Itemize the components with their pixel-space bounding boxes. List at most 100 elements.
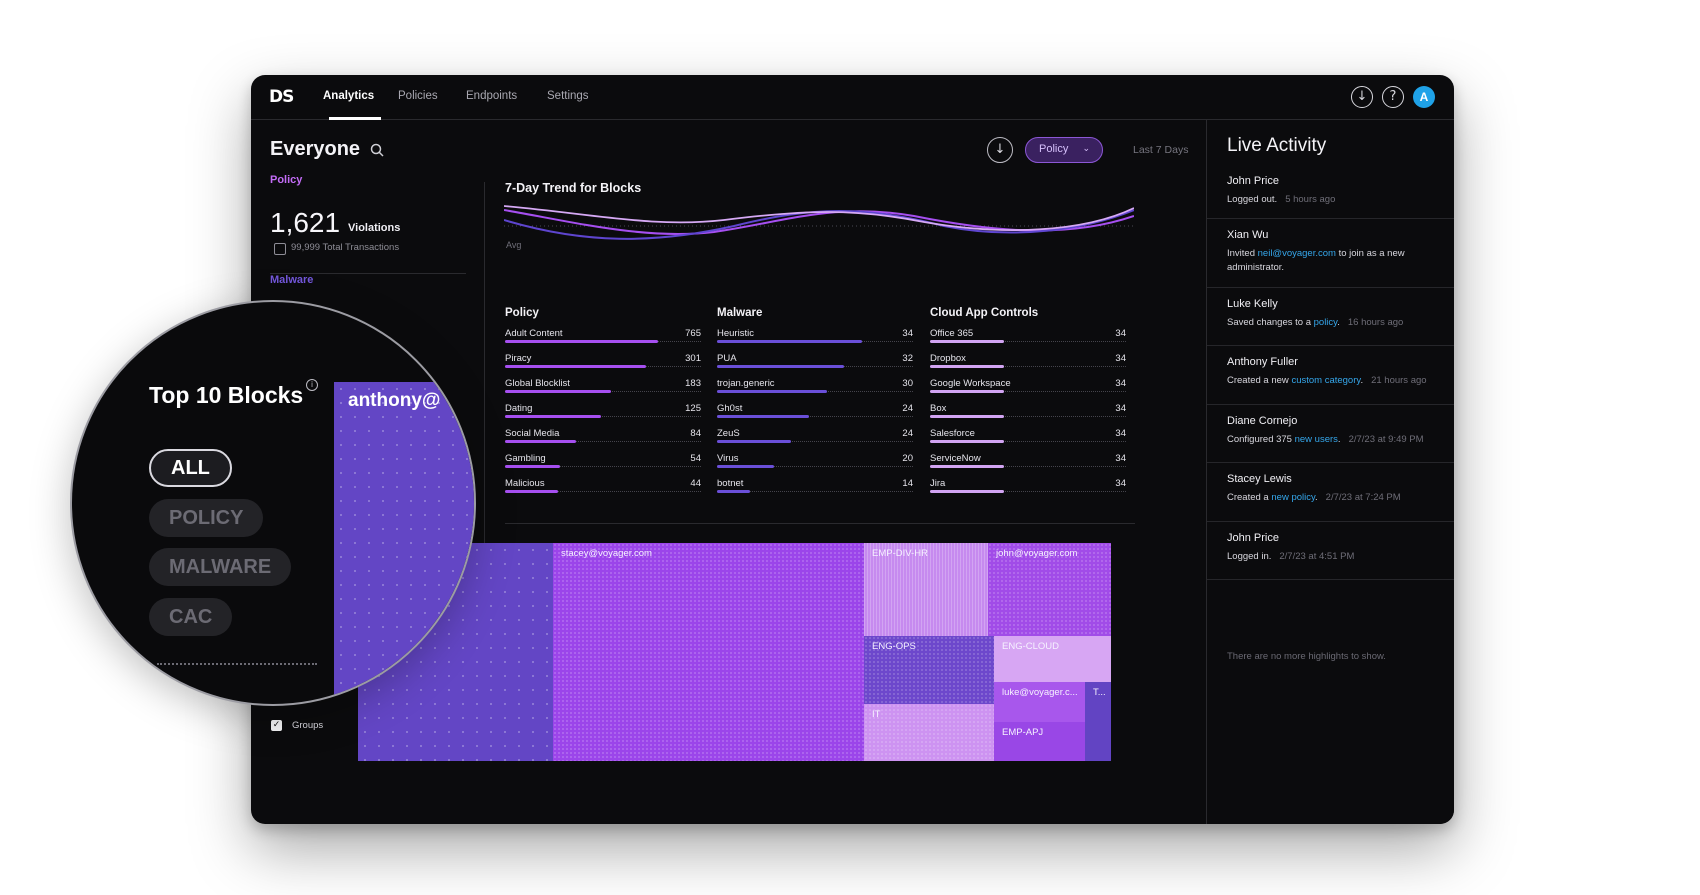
activity-time: 2/7/23 at 7:24 PM [1325, 492, 1401, 503]
breakdown-row-label: Office 365 [930, 328, 974, 339]
breakdown-row[interactable]: Google Workspace 34 [930, 375, 1126, 400]
date-range[interactable]: Last 7 Days [1133, 144, 1189, 156]
breakdown-row[interactable]: Box 34 [930, 400, 1126, 425]
breakdown-row[interactable]: ZeuS 24 [717, 425, 913, 450]
breakdown-row-label: Dropbox [930, 353, 966, 364]
treemap-cell[interactable]: john@voyager.com [988, 543, 1111, 636]
treemap-cell[interactable]: luke@voyager.c... [994, 682, 1085, 722]
filter-select[interactable]: Policy ⌄ [1025, 137, 1103, 163]
download-icon[interactable]: ↓ [1351, 86, 1373, 108]
breakdown-row[interactable]: Adult Content 765 [505, 325, 701, 350]
breakdown-row[interactable]: Dropbox 34 [930, 350, 1126, 375]
breakdown-row-value: 14 [902, 478, 913, 489]
activity-time: 5 hours ago [1285, 194, 1336, 205]
activity-link[interactable]: custom category [1291, 375, 1361, 386]
policy-breakdown: Policy Adult Content 765 Piracy 301 Global B… [505, 307, 701, 500]
breakdown-row[interactable]: PUA 32 [717, 350, 913, 375]
breakdown-row-bar [505, 390, 611, 393]
search-icon[interactable] [370, 143, 384, 157]
breakdown-row[interactable]: Heuristic 34 [717, 325, 913, 350]
activity-user: John Price [1227, 532, 1279, 544]
breakdown-row-value: 30 [902, 378, 913, 389]
info-icon[interactable]: i [306, 379, 318, 391]
breakdown-row[interactable]: Salesforce 34 [930, 425, 1126, 450]
section-policy-label[interactable]: Policy [270, 174, 303, 186]
breakdown-row[interactable]: Dating 125 [505, 400, 701, 425]
activity-link[interactable]: neil@voyager.com [1257, 248, 1336, 259]
breakdown-row[interactable]: Malicious 44 [505, 475, 701, 500]
breakdown-row-track [930, 341, 1126, 342]
breakdown-row-bar [930, 415, 1005, 418]
breakdown-row-track [930, 466, 1126, 467]
treemap-cell[interactable]: IT [864, 704, 994, 761]
malware-breakdown-title: Malware [717, 307, 763, 319]
treemap-cell[interactable]: EMP-DIV-HR [864, 543, 988, 636]
avatar[interactable]: A [1413, 86, 1435, 108]
treemap-cell[interactable]: stacey@voyager.com [553, 543, 864, 761]
breakdown-row-track [930, 416, 1126, 417]
help-icon[interactable]: ? [1382, 86, 1404, 108]
trend-title: 7-Day Trend for Blocks [505, 181, 642, 195]
export-download-icon[interactable]: ↓ [987, 137, 1013, 163]
breakdown-row-value: 20 [902, 453, 913, 464]
breakdown-row-label: Virus [717, 453, 739, 464]
live-activity-panel: Live Activity John Price Logged out. 5 ho… [1206, 120, 1454, 824]
logo[interactable]: DS [269, 87, 294, 107]
activity-item[interactable]: John Price Logged out. 5 hours ago [1207, 165, 1454, 219]
treemap-cell[interactable]: ENG-CLOUD [994, 636, 1111, 682]
treemap-cell[interactable]: T... [1085, 682, 1111, 761]
activity-action: . [1337, 434, 1341, 445]
treemap-label: T... [1093, 687, 1106, 698]
treemap-cell[interactable]: ENG-OPS [864, 636, 994, 704]
activity-link[interactable]: policy [1313, 317, 1338, 328]
activity-link[interactable]: new users [1294, 434, 1338, 445]
breakdown-row-label: Salesforce [930, 428, 975, 439]
breakdown-row-bar [717, 465, 774, 468]
breakdown-row[interactable]: Jira 34 [930, 475, 1126, 500]
breakdown-row[interactable]: Global Blocklist 183 [505, 375, 701, 400]
breakdown-row-track [717, 441, 913, 442]
treemap-cell-zoomed[interactable]: anthony@ [334, 382, 474, 704]
activity-text: Logged out. 5 hours ago [1227, 193, 1437, 207]
treemap-label: stacey@voyager.com [561, 548, 652, 559]
cloud-breakdown: Cloud App Controls Office 365 34 Dropbox 34… [930, 307, 1126, 500]
filter-pill-cac[interactable]: CAC [149, 598, 233, 636]
activity-item[interactable]: Diane Cornejo Configured 375 new users. 2… [1207, 405, 1454, 463]
breakdown-row-value: 765 [685, 328, 701, 339]
breakdown-row[interactable]: Virus 20 [717, 450, 913, 475]
tab-endpoints[interactable]: Endpoints [466, 90, 518, 102]
activity-text: Configured 375 new users. 2/7/23 at 9:49 … [1227, 433, 1437, 447]
activity-item[interactable]: John Price Logged in. 2/7/23 at 4:51 PM [1207, 522, 1454, 580]
groups-checkbox[interactable]: ✓ [271, 720, 282, 731]
breakdown-row-label: Gambling [505, 453, 546, 464]
breakdown-row[interactable]: ServiceNow 34 [930, 450, 1126, 475]
breakdown-row-label: ZeuS [717, 428, 740, 439]
tab-policies[interactable]: Policies [398, 90, 438, 102]
breakdown-row[interactable]: Piracy 301 [505, 350, 701, 375]
breakdown-row[interactable]: Gambling 54 [505, 450, 701, 475]
section-malware-label[interactable]: Malware [270, 274, 314, 286]
tab-settings[interactable]: Settings [547, 90, 589, 102]
breakdown-row[interactable]: botnet 14 [717, 475, 913, 500]
breakdown-row[interactable]: Office 365 34 [930, 325, 1126, 350]
activity-time: 2/7/23 at 4:51 PM [1279, 551, 1355, 562]
activity-link[interactable]: new policy [1271, 492, 1316, 503]
activity-item[interactable]: Stacey Lewis Created a new policy. 2/7/23… [1207, 463, 1454, 522]
filter-pill-policy[interactable]: POLICY [149, 499, 264, 537]
activity-item[interactable]: Anthony Fuller Created a new custom cate… [1207, 346, 1454, 405]
treemap-cell[interactable]: EMP-APJ [994, 722, 1085, 761]
breakdown-row-label: Google Workspace [930, 378, 1011, 389]
breakdown-row[interactable]: Gh0st 24 [717, 400, 913, 425]
activity-action: Invited [1227, 248, 1258, 259]
activity-item[interactable]: Luke Kelly Saved changes to a policy. 16 … [1207, 288, 1454, 346]
breakdown-row-value: 34 [1115, 378, 1126, 389]
breakdown-row[interactable]: trojan.generic 30 [717, 375, 913, 400]
chart-icon [274, 243, 286, 255]
breakdown-row[interactable]: Social Media 84 [505, 425, 701, 450]
activity-item[interactable]: Xian Wu Invited neil@voyager.com to join… [1207, 219, 1454, 288]
tab-analytics[interactable]: Analytics [323, 90, 375, 102]
divider [505, 523, 1135, 524]
filter-pill-malware[interactable]: MALWARE [149, 548, 292, 586]
filter-pill-all[interactable]: ALL [149, 449, 232, 487]
breakdown-row-value: 34 [1115, 403, 1126, 414]
